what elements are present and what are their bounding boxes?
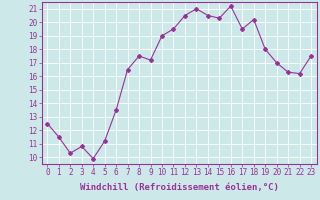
X-axis label: Windchill (Refroidissement éolien,°C): Windchill (Refroidissement éolien,°C) (80, 183, 279, 192)
